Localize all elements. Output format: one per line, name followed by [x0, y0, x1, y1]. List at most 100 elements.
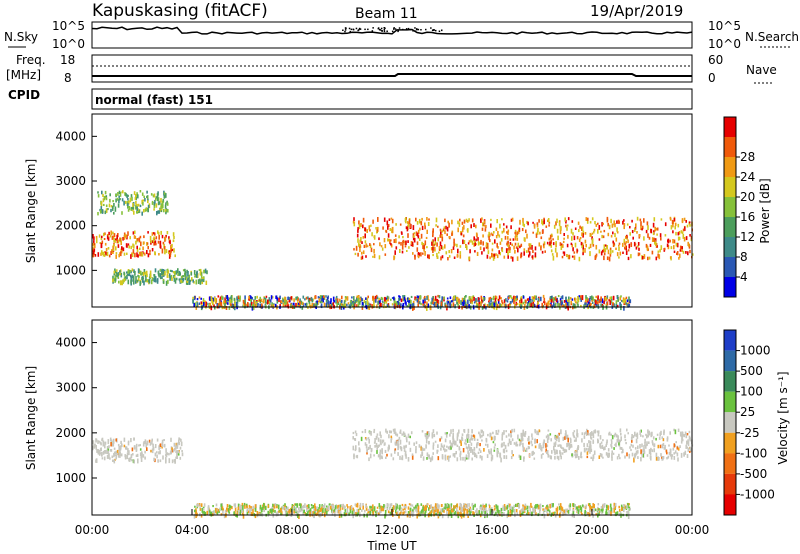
heatmap-cell	[480, 504, 482, 507]
heatmap-cell	[642, 435, 644, 438]
heatmap-cell	[532, 221, 534, 224]
heatmap-cell	[399, 512, 401, 516]
heatmap-cell	[609, 253, 612, 257]
heatmap-cell	[545, 435, 548, 439]
heatmap-cell	[350, 300, 353, 305]
heatmap-cell	[374, 445, 376, 448]
heatmap-cell	[645, 229, 648, 234]
heatmap-cell	[441, 455, 444, 460]
heatmap-cell	[169, 252, 172, 257]
heatmap-cell	[357, 252, 359, 257]
heatmap-cell	[629, 508, 631, 511]
heatmap-cell	[681, 231, 684, 234]
heatmap-cell	[602, 439, 604, 442]
heatmap-cell	[367, 437, 370, 440]
heatmap-cell	[207, 506, 210, 511]
heatmap-cell	[251, 296, 253, 300]
heatmap-cell	[356, 297, 358, 302]
heatmap-cell	[465, 446, 468, 449]
heatmap-cell	[95, 235, 98, 239]
heatmap-cell	[566, 254, 569, 257]
heatmap-cell	[502, 507, 504, 511]
heatmap-cell	[199, 271, 202, 276]
heatmap-cell	[450, 444, 452, 450]
heatmap-cell	[507, 243, 509, 247]
heatmap-cell	[528, 435, 530, 441]
heatmap-cell	[114, 277, 117, 282]
heatmap-cell	[541, 230, 544, 234]
heatmap-cell	[115, 246, 117, 251]
heatmap-cell	[339, 505, 342, 511]
heatmap-cell	[596, 430, 599, 433]
heatmap-cell	[174, 447, 176, 451]
heatmap-cell	[418, 296, 421, 300]
heatmap-cell	[566, 508, 569, 512]
heatmap-cell	[302, 295, 305, 299]
heatmap-cell	[507, 510, 509, 515]
heatmap-cell	[566, 301, 568, 306]
heatmap-cell	[436, 504, 438, 507]
heatmap-cell	[141, 452, 143, 458]
heatmap-cell	[407, 506, 410, 510]
heatmap-cell	[424, 251, 426, 256]
noise-dot	[417, 28, 420, 31]
heatmap-cell	[447, 457, 450, 462]
heatmap-cell	[660, 218, 663, 221]
heatmap-cell	[562, 244, 564, 248]
heatmap-cell	[100, 205, 103, 211]
heatmap-cell	[478, 448, 481, 451]
heatmap-cell	[604, 244, 607, 247]
heatmap-cell	[144, 198, 146, 202]
heatmap-cell	[545, 225, 548, 228]
heatmap-cell	[103, 232, 105, 237]
heatmap-cell	[367, 508, 370, 512]
heatmap-cell	[646, 441, 648, 446]
heatmap-cell	[454, 298, 456, 301]
heatmap-cell	[482, 507, 485, 513]
heatmap-cell	[378, 300, 381, 304]
heatmap-cell	[586, 455, 589, 459]
heatmap-cell	[205, 280, 208, 285]
heatmap-cell	[267, 512, 270, 517]
heatmap-cell	[509, 304, 511, 308]
heatmap-cell	[370, 448, 373, 453]
heatmap-cell	[550, 503, 553, 508]
heatmap-cell	[330, 503, 333, 509]
heatmap-cell	[396, 440, 399, 446]
heatmap-cell	[567, 305, 569, 311]
heatmap-cell	[421, 430, 424, 433]
noise-tick-low-right: 10^0	[708, 37, 741, 51]
heatmap-cell	[471, 240, 474, 245]
heatmap-cell	[528, 254, 530, 258]
heatmap-cell	[379, 505, 381, 510]
heatmap-cell	[610, 507, 612, 512]
heatmap-cell	[546, 505, 549, 510]
heatmap-cell	[572, 509, 574, 513]
heatmap-cell	[386, 507, 389, 511]
heatmap-cell	[572, 247, 574, 252]
heatmap-cell	[689, 224, 691, 227]
heatmap-cell	[351, 510, 354, 515]
heatmap-cell	[624, 246, 626, 250]
heatmap-cell	[488, 505, 491, 509]
heatmap-cell	[549, 433, 552, 436]
heatmap-cell	[237, 503, 240, 509]
heatmap-cell	[159, 208, 161, 212]
heatmap-cell	[326, 505, 328, 508]
heatmap-cell	[584, 248, 586, 253]
heatmap-cell	[105, 248, 108, 251]
heatmap-cell	[459, 251, 462, 255]
heatmap-cell	[152, 443, 154, 448]
heatmap-cell	[162, 241, 165, 245]
heatmap-cell	[408, 503, 411, 506]
heatmap-cell	[468, 503, 470, 507]
heatmap-cell	[195, 305, 198, 310]
heatmap-cell	[603, 503, 606, 508]
heatmap-cell	[514, 231, 516, 235]
heatmap-cell	[356, 304, 358, 307]
heatmap-cell	[362, 236, 365, 239]
heatmap-cell	[512, 238, 515, 241]
heatmap-cell	[517, 247, 519, 253]
heatmap-cell	[601, 453, 603, 458]
heatmap-cell	[456, 507, 458, 512]
